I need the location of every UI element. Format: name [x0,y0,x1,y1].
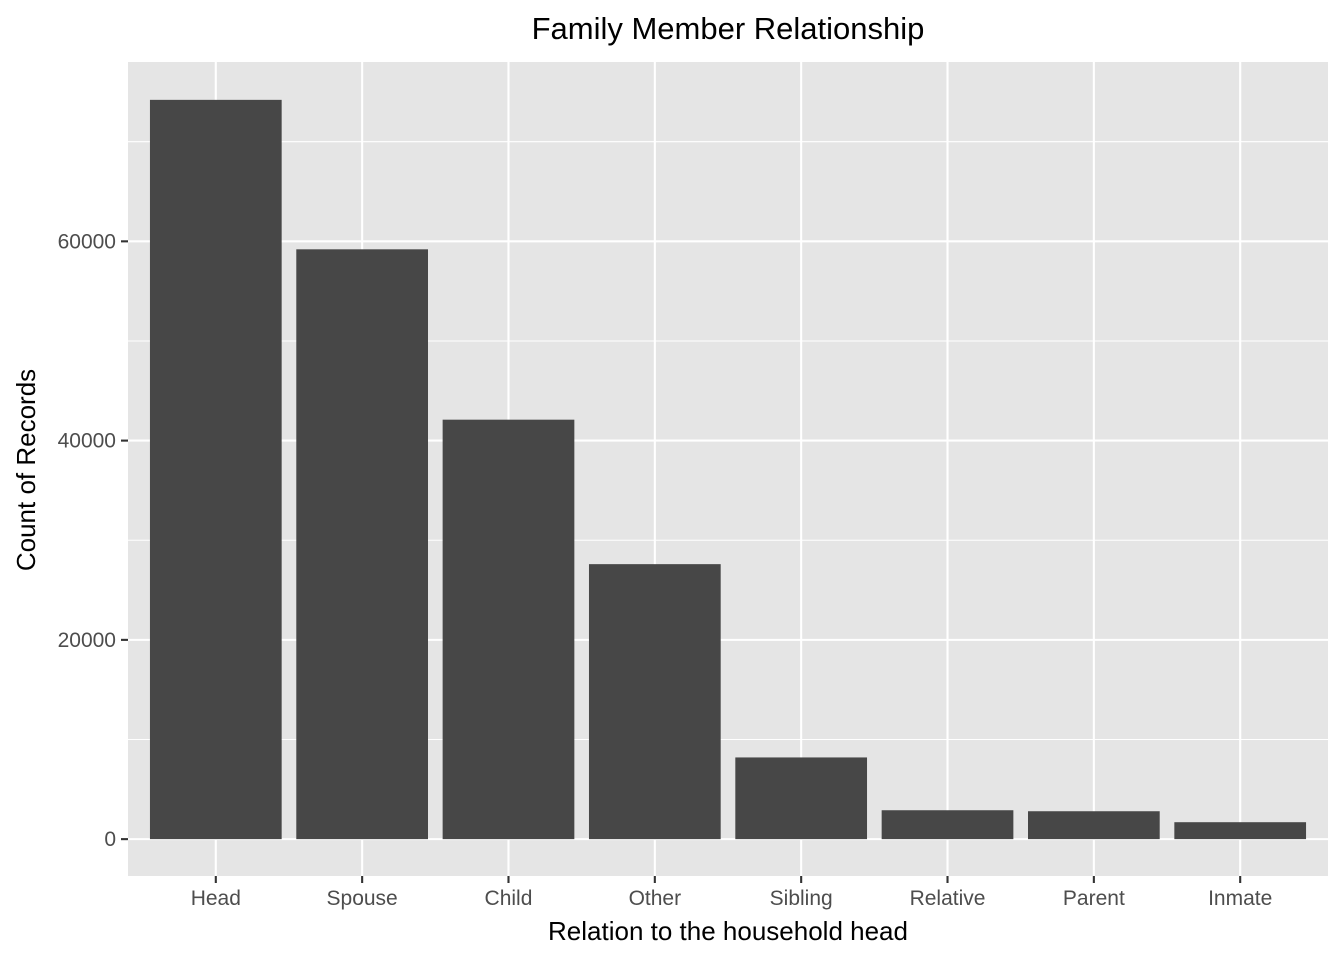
x-tick-label: Child [485,887,533,910]
x-axis-title: Relation to the household head [548,916,908,946]
bar-other [588,564,721,840]
x-tick-label: Spouse [327,887,398,910]
y-tick-label: 20000 [58,629,116,652]
x-tick-label: Head [191,887,241,910]
chart-title: Family Member Relationship [532,11,925,46]
y-tick-label: 60000 [58,230,116,253]
x-tick-label: Inmate [1208,887,1272,910]
bar-child [442,419,575,840]
y-axis-title: Count of Records [11,369,41,571]
bar-inmate [1174,822,1307,840]
x-tick-label: Sibling [770,887,833,910]
bar-parent [1028,811,1160,840]
x-tick-label: Other [629,887,682,910]
y-tick-label: 40000 [58,430,116,453]
bar-head [149,99,282,840]
bar-spouse [296,249,428,840]
y-tick-label: 0 [104,828,116,851]
x-tick-label: Relative [910,887,986,910]
bar-sibling [735,757,868,840]
x-tick-label: Parent [1063,887,1125,910]
bar-relative [881,810,1014,840]
